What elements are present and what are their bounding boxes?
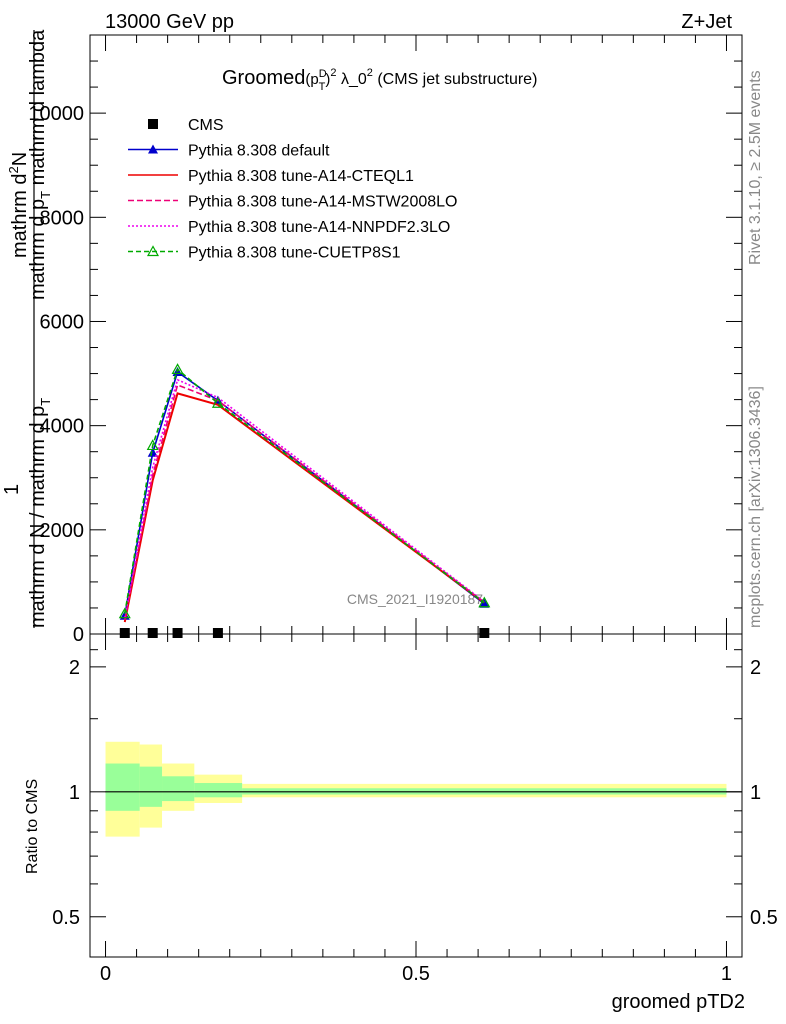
rivet-label: Rivet 3.1.10, ≥ 2.5M events: [747, 70, 764, 265]
ratio-y-tick-label-right: 1: [750, 782, 761, 804]
svg-text:1: 1: [1, 484, 23, 495]
series-marker-1: [147, 447, 158, 457]
legend-entry-label: Pythia 8.308 tune-A14-CTEQL1: [188, 168, 414, 185]
main-y-tick-label: 6000: [40, 311, 85, 333]
ratio-stat-uncertainty-band: [162, 776, 195, 802]
main-y-tick-label: 10000: [28, 103, 84, 125]
x-tick-label: 0.5: [402, 963, 430, 985]
main-y-tick-label: 0: [73, 624, 84, 646]
ratio-y-tick-label: 0.5: [52, 907, 80, 929]
series-marker-5: [146, 439, 159, 451]
series-line-4: [123, 378, 485, 618]
series-line-3: [123, 383, 485, 621]
series-marker-1: [479, 598, 490, 608]
series-line-5: [123, 368, 485, 614]
ratio-y-tick-label-right: 2: [750, 657, 761, 679]
x-axis-label: groomed pTD2: [612, 991, 745, 1013]
ratio-y-tick-label-right: 0.5: [750, 907, 778, 929]
main-y-tick-label: 4000: [40, 416, 85, 438]
legend-entry-label: CMS: [188, 117, 224, 134]
main-y-tick-label: 8000: [40, 207, 85, 229]
main-y-tick-label: 2000: [40, 520, 85, 542]
x-tick-label: 0: [100, 963, 111, 985]
process-label: Z+Jet: [681, 11, 732, 33]
analysis-watermark: CMS_2021_I1920187: [347, 591, 483, 607]
legend-swatch-marker: [148, 144, 158, 154]
ratio-stat-uncertainty-band: [194, 783, 243, 798]
ratio-y-tick-label: 2: [69, 657, 80, 679]
legend-swatch-cms: [148, 119, 158, 129]
energy-label: 13000 GeV pp: [105, 11, 234, 33]
mcplots-label: mcplots.cern.ch [arXiv:1306.3436]: [747, 386, 764, 628]
cms-data-point: [212, 628, 223, 638]
ratio-stat-uncertainty-band: [105, 763, 140, 811]
cms-data-point: [172, 628, 183, 638]
series-line-2: [123, 392, 485, 623]
legend-entry-label: Pythia 8.308 tune-A14-NNPDF2.3LO: [188, 219, 450, 236]
svg-text:mathrm d2N: mathrm d2N: [6, 152, 31, 258]
series-marker-5: [478, 596, 491, 608]
ratio-y-tick-label: 1: [69, 782, 80, 804]
chart-title: Groomed(pD T)2 λ_02 (CMS jet substructure…: [222, 67, 537, 93]
series-marker-5: [211, 397, 224, 408]
svg-text:mathrm d pT mathrm d lambda: mathrm d pT mathrm d lambda: [27, 29, 53, 300]
main-y-axis-label: mathrm d2N mathrm d pT mathrm d lambda 1…: [1, 29, 53, 628]
cms-data-point: [147, 628, 158, 638]
series-line-1: [123, 370, 485, 616]
cms-data-point: [119, 628, 130, 638]
ratio-stat-uncertainty-band: [139, 766, 163, 807]
series-marker-5: [118, 607, 131, 619]
svg-text:mathrm d N / mathrm d pT: mathrm d N / mathrm d pT: [27, 398, 53, 628]
legend-entry-label: Pythia 8.308 tune-A14-MSTW2008LO: [188, 194, 457, 211]
series-marker-5: [171, 363, 184, 374]
legend-entry-label: Pythia 8.308 default: [188, 143, 330, 160]
legend-swatch-marker: [146, 245, 160, 257]
ratio-y-axis-label: Ratio to CMS: [24, 779, 41, 874]
x-tick-label: 1: [721, 963, 732, 985]
cms-data-point: [479, 628, 490, 638]
legend-entry-label: Pythia 8.308 tune-CUETP8S1: [188, 245, 401, 262]
